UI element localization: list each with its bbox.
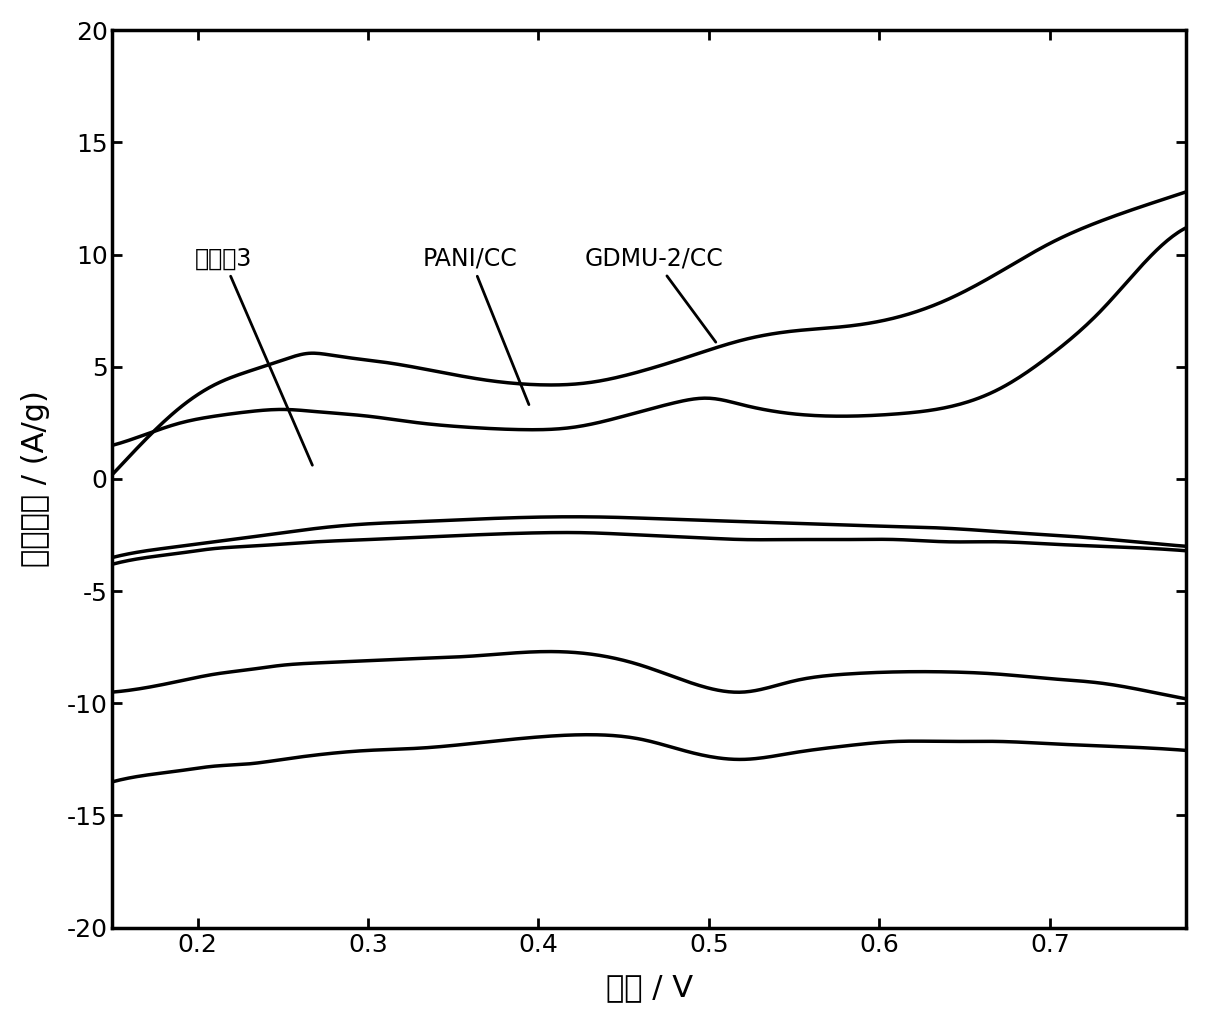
- Text: GDMU-2/CC: GDMU-2/CC: [585, 247, 724, 342]
- X-axis label: 电压 / V: 电压 / V: [606, 973, 693, 1003]
- Text: 实施例3: 实施例3: [194, 247, 313, 465]
- Y-axis label: 电流密度 / (A/g): 电流密度 / (A/g): [21, 391, 49, 568]
- Text: PANI/CC: PANI/CC: [422, 247, 529, 405]
